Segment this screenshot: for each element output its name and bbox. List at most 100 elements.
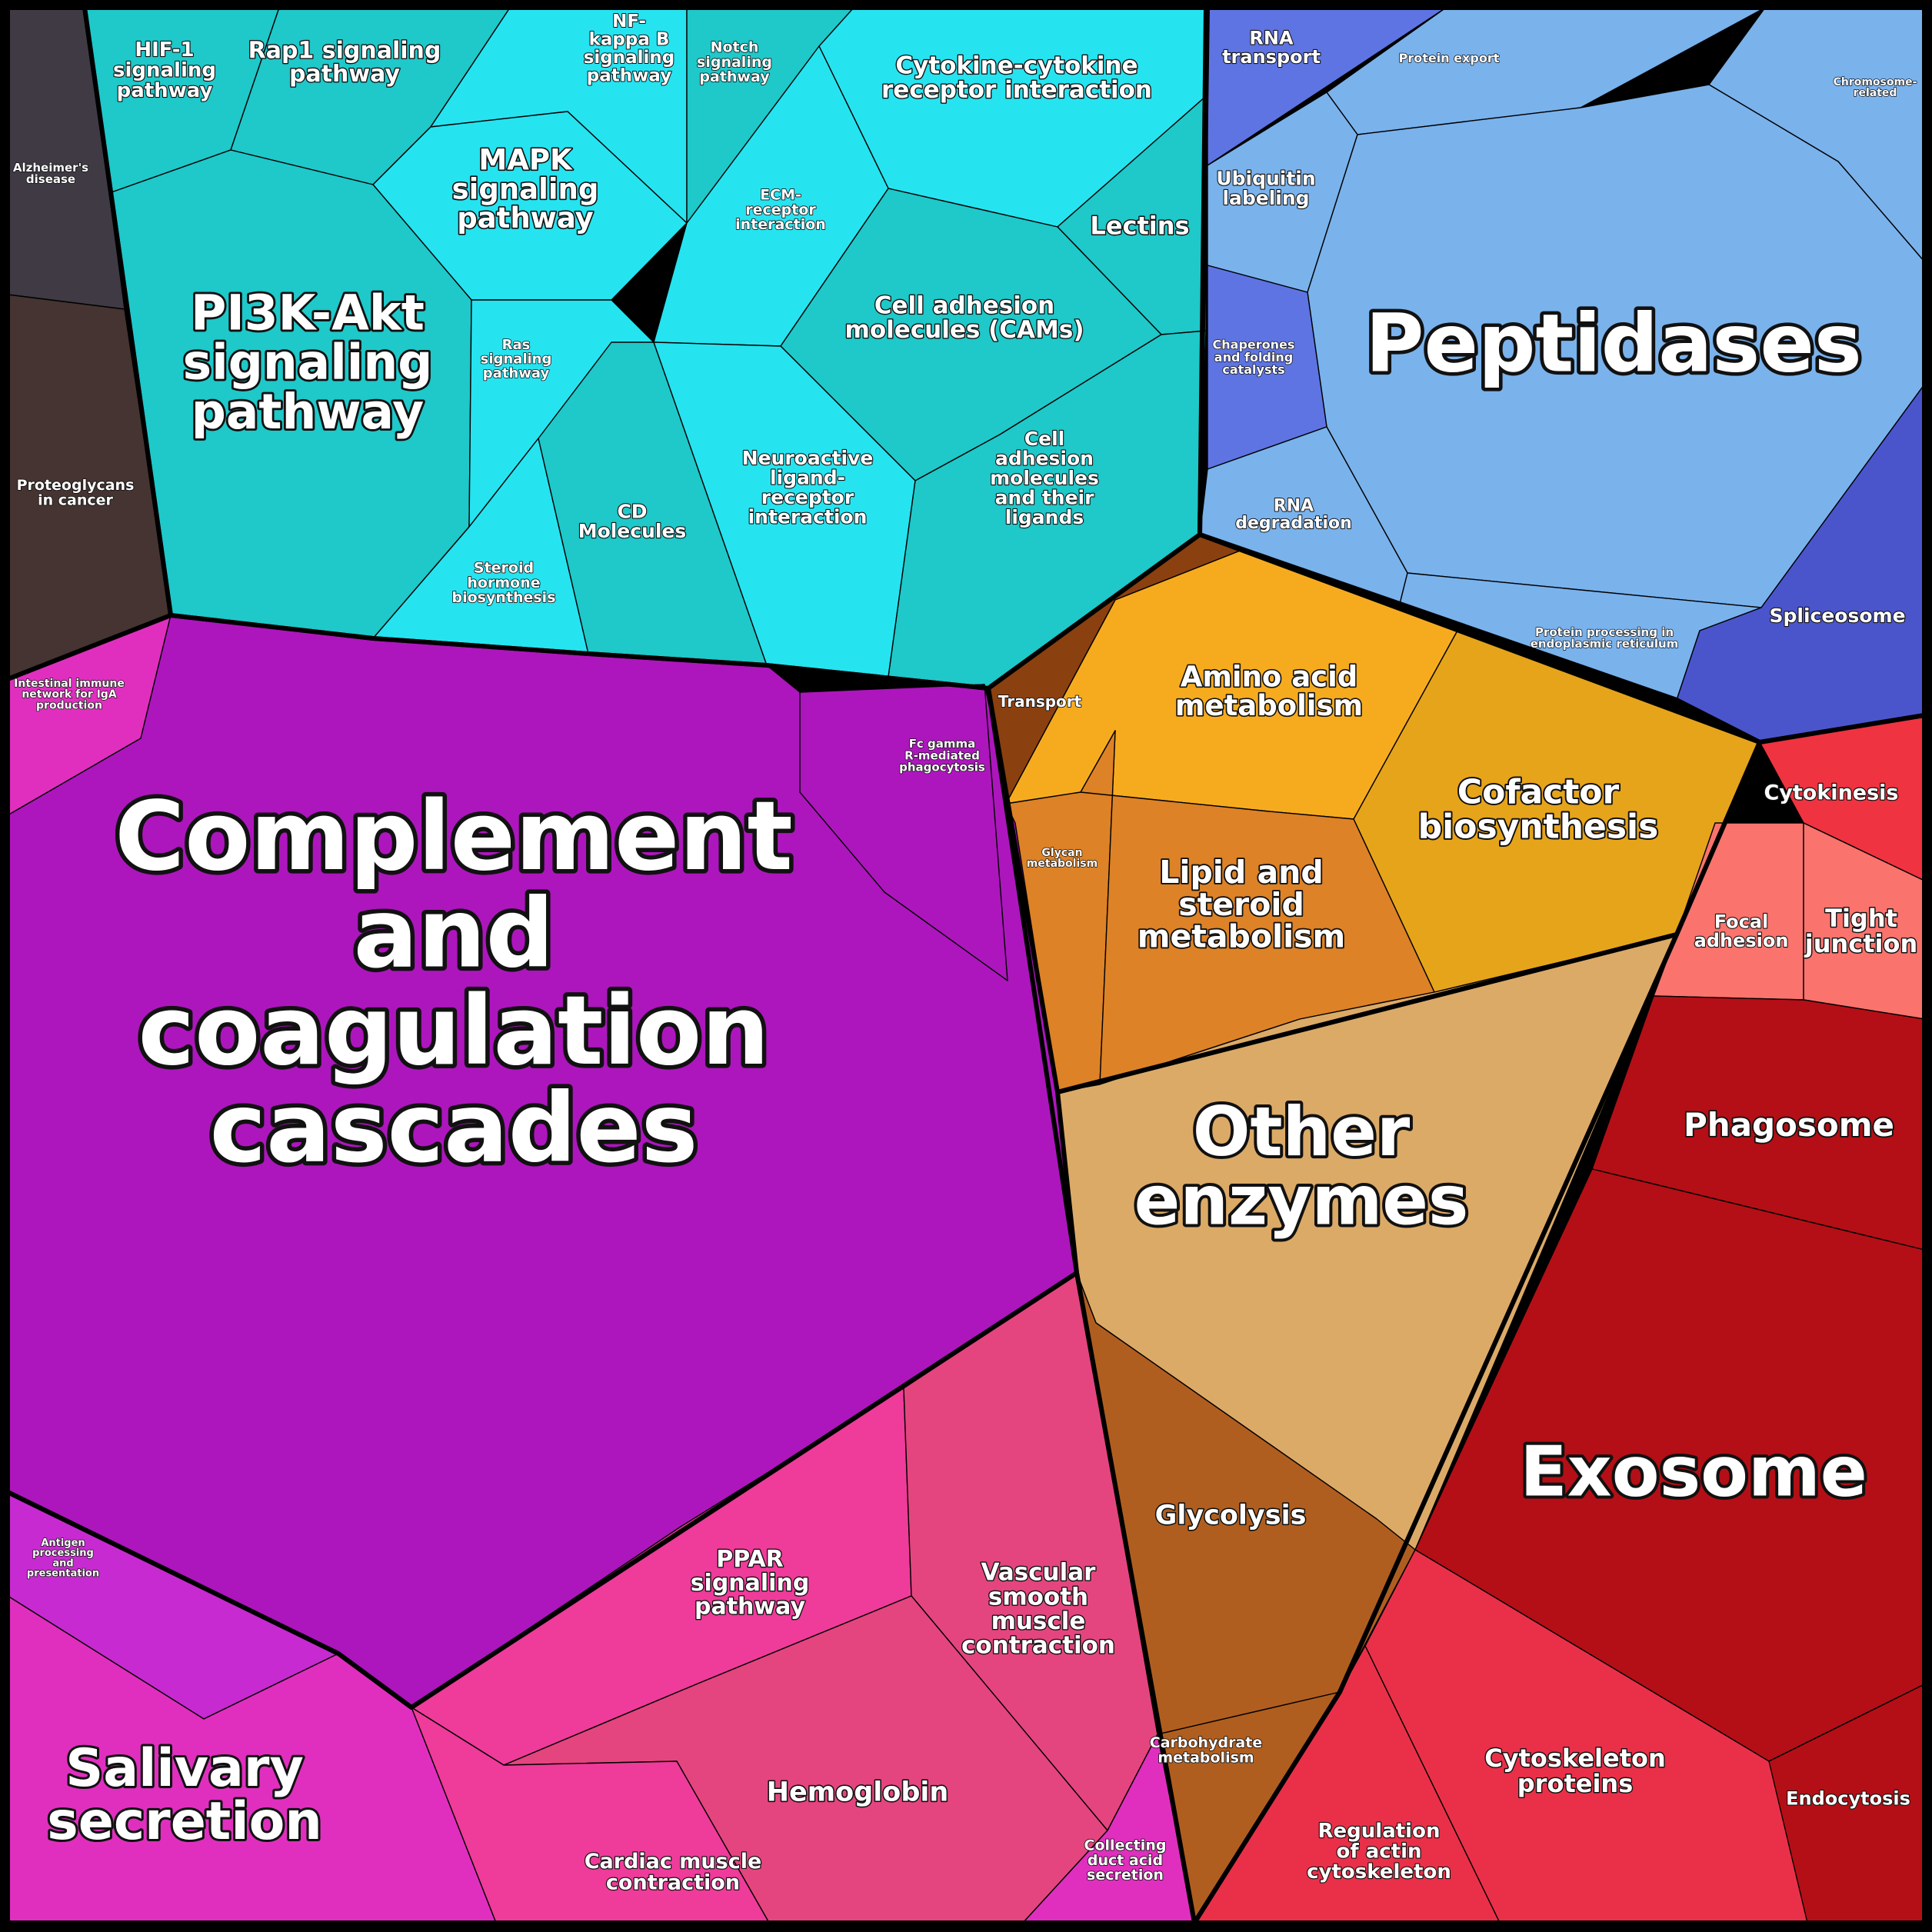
label-line: molecules (CAMs): [845, 316, 1084, 344]
label-line: pathway: [699, 68, 770, 85]
label-line: Ubiquitin: [1216, 167, 1315, 189]
label-line: Exosome: [1520, 1431, 1867, 1512]
label-line: Alzheimer's: [13, 161, 88, 175]
label-line: and their: [995, 487, 1095, 509]
label-line: Intestinal immune: [14, 678, 125, 690]
label-amino: Amino acid metabolism: [1175, 660, 1363, 722]
label-line: ligand-: [770, 466, 845, 488]
cell-cardiac: [411, 1707, 770, 1924]
label-endocytosis: Endocytosis: [1786, 1788, 1910, 1810]
label-pi3k: PI3K-Akt signaling pathway: [183, 285, 433, 440]
label-line: Regulation: [1318, 1820, 1441, 1843]
label-line: kappa B: [589, 30, 670, 50]
label-line: pathway: [289, 61, 400, 88]
label-line: Peptidases: [1365, 296, 1862, 390]
label-line: Fc gamma: [909, 737, 976, 751]
label-line: Carbohydrate: [1150, 1734, 1262, 1751]
label-alzheimers: Alzheimer's disease: [13, 161, 88, 186]
label-line: receptor: [745, 202, 816, 218]
label-line: interaction: [748, 505, 868, 528]
label-line: contraction: [606, 1870, 740, 1894]
label-line: pathway: [117, 79, 213, 102]
label-line: Salivary: [65, 1738, 304, 1799]
label-cytoskeleton: Cytoskeleton proteins: [1484, 1744, 1666, 1798]
label-line: Ras: [502, 337, 531, 353]
label-focal: Focal adhesion: [1694, 911, 1789, 951]
label-line: PI3K-Akt: [191, 285, 425, 341]
label-line: steroid: [1178, 886, 1304, 923]
label-line: signaling: [691, 1570, 810, 1597]
label-line: receptor interaction: [881, 76, 1152, 104]
label-line: signaling: [113, 58, 216, 82]
label-line: metabolism: [1158, 1750, 1254, 1767]
label-line: Complement: [115, 781, 793, 892]
label-line: metabolism: [1138, 918, 1346, 955]
label-line: MAPK: [478, 144, 573, 177]
label-line: Cytoskeleton: [1484, 1744, 1666, 1773]
label-glycan: Glycan metabolism: [1027, 847, 1098, 870]
label-protein-processing: Protein processing in endoplasmic reticul…: [1531, 625, 1679, 651]
label-phagosome: Phagosome: [1684, 1106, 1894, 1144]
label-line: labeling: [1222, 187, 1309, 209]
label-line: transport: [1222, 46, 1321, 68]
label-peptidases: Peptidases: [1365, 296, 1862, 390]
label-line: secretion: [1087, 1867, 1164, 1884]
label-chromosome: Chromosome-related: [1834, 76, 1917, 99]
label-line: receptor: [761, 486, 854, 508]
label-line: Hemoglobin: [767, 1777, 949, 1808]
label-line: pathway: [587, 65, 671, 85]
label-line: R-mediated: [904, 748, 980, 762]
label-line: Lectins: [1090, 212, 1189, 241]
label-line: in cancer: [38, 492, 113, 509]
label-notch: Notch signaling pathway: [697, 38, 772, 85]
label-protein-export: Protein export: [1399, 51, 1500, 65]
label-rna-transport: RNA transport: [1222, 27, 1321, 67]
label-line: CD: [617, 500, 647, 522]
label-line: Glycolysis: [1155, 1501, 1307, 1531]
label-line: degradation: [1235, 514, 1352, 533]
label-line: ECM-: [760, 186, 801, 203]
label-line: Spliceosome: [1769, 605, 1905, 627]
label-other-enzymes: Other enzymes: [1134, 1092, 1469, 1241]
label-exosome: Exosome: [1520, 1431, 1867, 1512]
label-spliceosome: Spliceosome: [1769, 605, 1905, 627]
label-line: junction: [1804, 929, 1918, 958]
label-line: Lipid and: [1159, 854, 1323, 891]
label-intestinal: Intestinal immune network for IgA producti…: [14, 678, 125, 712]
label-complement: Complement and coagulation cascades: [115, 781, 793, 1184]
label-line: network for IgA: [22, 688, 117, 701]
label-line: Cardiac muscle: [585, 1850, 762, 1874]
label-cofactor: Cofactor biosynthesis: [1418, 772, 1659, 846]
label-line: Cofactor: [1457, 772, 1620, 811]
label-line: Notch: [711, 38, 759, 55]
label-line: Cell adhesion: [874, 291, 1054, 319]
label-line: biosynthesis: [451, 589, 555, 606]
label-line: Proteoglycans: [17, 477, 135, 494]
label-vascular: Vascular smooth muscle contraction: [961, 1559, 1115, 1660]
label-cell-adhesion-ligands: Cell adhesion molecules and their ligands: [990, 428, 1099, 528]
label-cams: Cell adhesion molecules (CAMs): [845, 291, 1084, 344]
label-ecm: ECM-receptor interaction: [735, 186, 826, 233]
label-line: adhesion: [1694, 930, 1789, 951]
label-line: Tight: [1825, 904, 1897, 933]
label-hemoglobin: Hemoglobin: [767, 1777, 949, 1808]
label-salivary: Salivary secretion: [47, 1738, 322, 1852]
label-line: NF-: [612, 12, 646, 32]
label-line: contraction: [961, 1632, 1115, 1660]
label-cytokine: Cytokine-cytokine receptor interaction: [881, 52, 1152, 104]
label-line: Protein processing in: [1535, 625, 1674, 639]
label-line: Molecules: [578, 520, 687, 542]
label-line: pathway: [457, 202, 594, 235]
label-cd: CD Molecules: [578, 500, 687, 542]
label-line: secretion: [47, 1791, 322, 1852]
label-line: Steroid: [474, 559, 534, 576]
label-line: cascades: [210, 1073, 698, 1184]
label-regulation: Regulation of actin cytoskeleton: [1307, 1820, 1451, 1884]
label-line: Focal: [1714, 911, 1769, 932]
label-steroid: Steroid hormone biosynthesis: [451, 559, 555, 606]
label-line: adhesion: [995, 448, 1094, 470]
label-line: pathway: [192, 384, 424, 440]
